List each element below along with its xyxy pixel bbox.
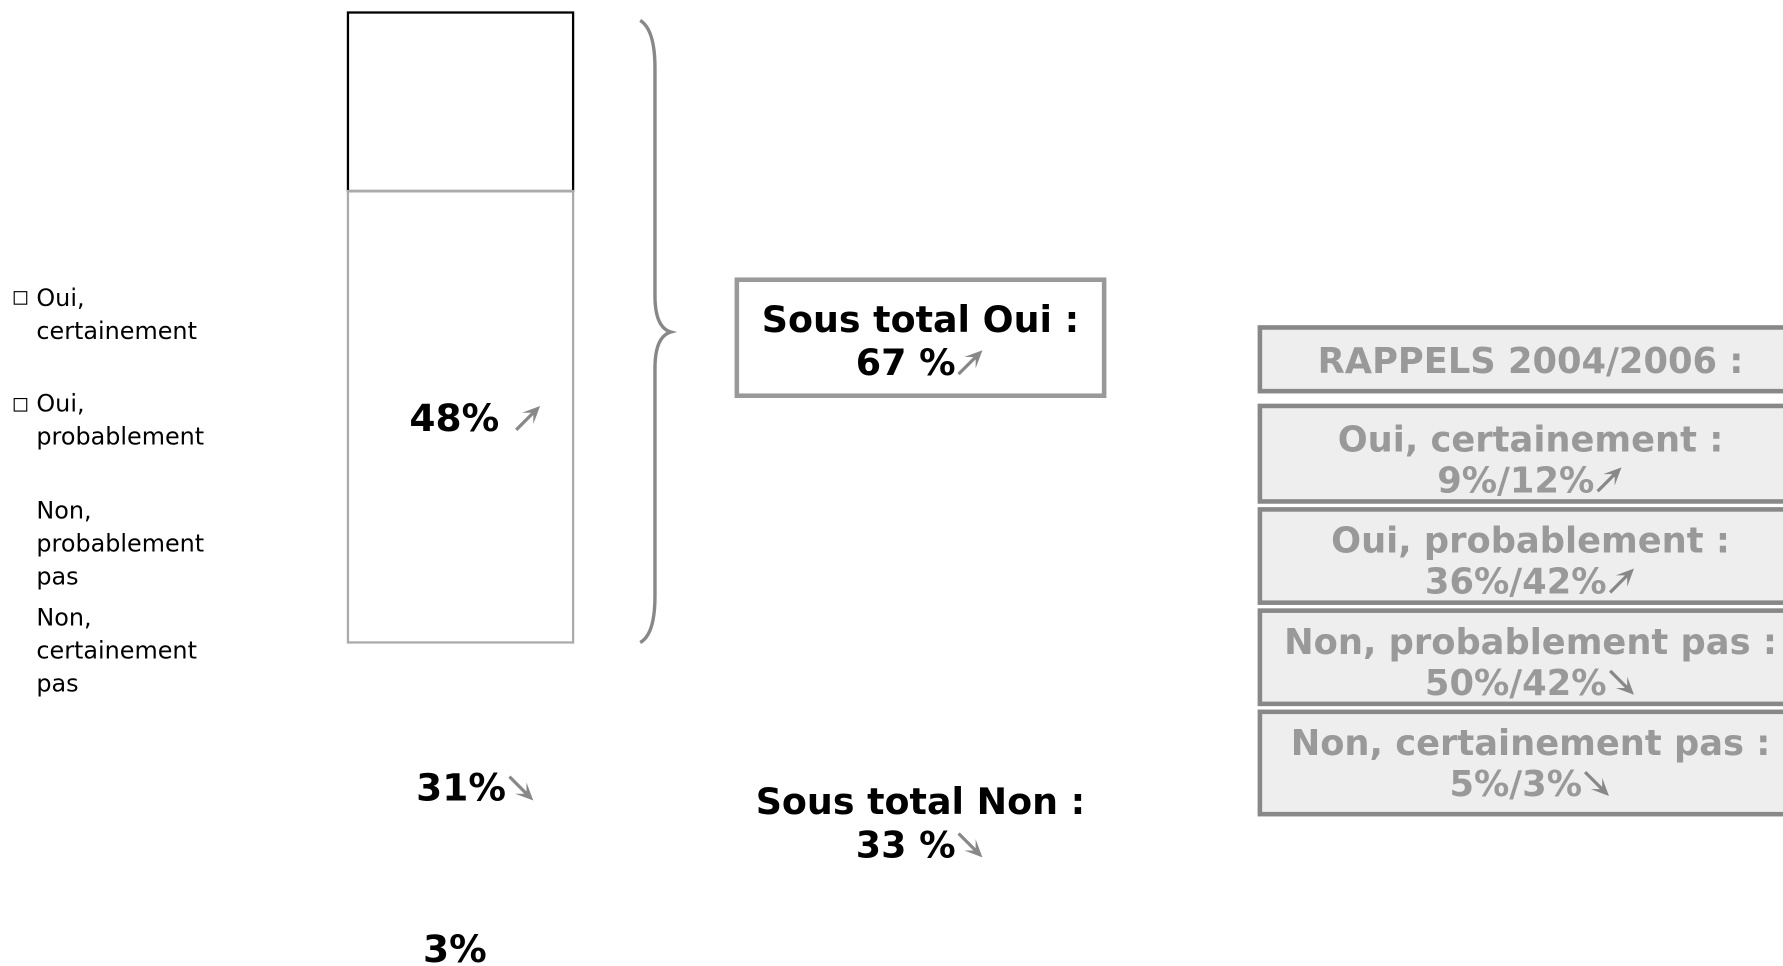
arrow-up <box>957 350 983 376</box>
legend-marker <box>13 291 28 305</box>
subtotal-block: Sous total Non : 33 % <box>735 780 1107 866</box>
bar-segment <box>346 11 575 193</box>
rappel-label: Oui, certainement : <box>1337 419 1724 461</box>
rappel-item: Oui, probablement : 36%/42% <box>1257 507 1783 605</box>
subtotal-value-wrap: 67 % <box>739 341 1102 384</box>
arrow-up <box>1608 568 1634 594</box>
subtotal-label: Sous total Oui : <box>761 297 1080 342</box>
bar-label-wrap: 31% <box>416 765 535 810</box>
rappel-item: Oui, certainement : 9%/12% <box>1257 403 1783 504</box>
arrow-up <box>514 405 540 431</box>
subtotal-value: 67 % <box>855 341 956 385</box>
rappel-label: Oui, probablement : <box>1331 520 1730 562</box>
bar-label: 3% <box>423 926 487 966</box>
rappel-value-wrap: 5%/3% <box>1262 764 1783 805</box>
brace <box>639 19 678 644</box>
legend-label: Non, probablement pas <box>36 496 205 591</box>
arrow-down <box>957 832 983 858</box>
rappel-label: Non, probablement pas : <box>1284 621 1777 663</box>
rappel-item: Non, certainement pas : 5%/3% <box>1257 709 1783 817</box>
rappels-title: RAPPELS 2004/2006 : <box>1257 325 1783 394</box>
arrow-down <box>1608 669 1634 695</box>
rappel-item: Non, probablement pas : 50%/42% <box>1257 608 1783 707</box>
subtotal-box: Sous total Oui : 67 % <box>734 277 1107 398</box>
rappel-value-wrap: 36%/42% <box>1262 562 1783 603</box>
bar-label-wrap: 48% <box>409 396 541 440</box>
legend-label: Oui, certainement <box>36 284 197 345</box>
rappel-label: Non, certainement pas : <box>1290 723 1771 765</box>
rappel-value-wrap: 50%/42% <box>1262 663 1783 704</box>
legend-label: Non, certainement pas <box>36 603 197 698</box>
rappel-value: 50%/42% <box>1424 662 1607 704</box>
bar-label: 48% <box>409 395 500 441</box>
bar-segment <box>346 189 575 644</box>
subtotal-value: 33 % <box>855 823 956 867</box>
arrow-up <box>1596 467 1622 493</box>
legend-label: Oui, probablement <box>36 390 205 451</box>
subtotal-label: Sous total Non : <box>755 780 1086 824</box>
arrow-down <box>508 775 534 801</box>
rappel-value: 36%/42% <box>1424 561 1607 603</box>
rappel-value-wrap: 9%/12% <box>1262 460 1783 502</box>
arrow-down <box>1584 770 1610 796</box>
bar-label: 31% <box>416 765 507 810</box>
rappel-value: 9%/12% <box>1437 460 1595 502</box>
subtotal-value-wrap: 33 % <box>735 823 1107 866</box>
legend-marker <box>13 397 28 412</box>
rappel-value: 5%/3% <box>1449 764 1583 806</box>
